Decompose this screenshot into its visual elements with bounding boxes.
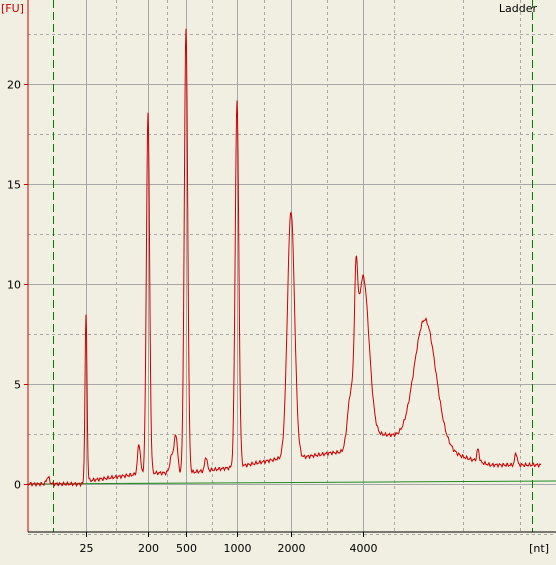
alignment-marker-lines (53, 0, 533, 532)
x-tick-label: 2000 (278, 542, 306, 555)
x-axis-label: [nt] (529, 542, 549, 555)
ladder-trace (27, 28, 542, 488)
y-tick-label: 0 (14, 479, 21, 492)
y-tick-label: 10 (7, 279, 21, 292)
x-tick-label: 500 (176, 542, 197, 555)
x-tick-label: 200 (138, 542, 159, 555)
x-axis-ticks: 25 200 500 1000 2000 4000 (80, 532, 378, 555)
x-tick-label: 1000 (224, 542, 252, 555)
y-axis-ticks: 0 5 10 15 20 (7, 79, 28, 492)
x-tick-label: 25 (80, 542, 94, 555)
y-tick-label: 5 (14, 379, 21, 392)
sample-title: Ladder (499, 2, 538, 15)
x-tick-label: 4000 (350, 542, 378, 555)
y-tick-label: 15 (7, 179, 21, 192)
baseline-trace (27, 480, 556, 485)
y-axis-label: [FU] (1, 2, 24, 15)
major-gridlines (28, 0, 556, 532)
y-tick-label: 20 (7, 79, 21, 92)
